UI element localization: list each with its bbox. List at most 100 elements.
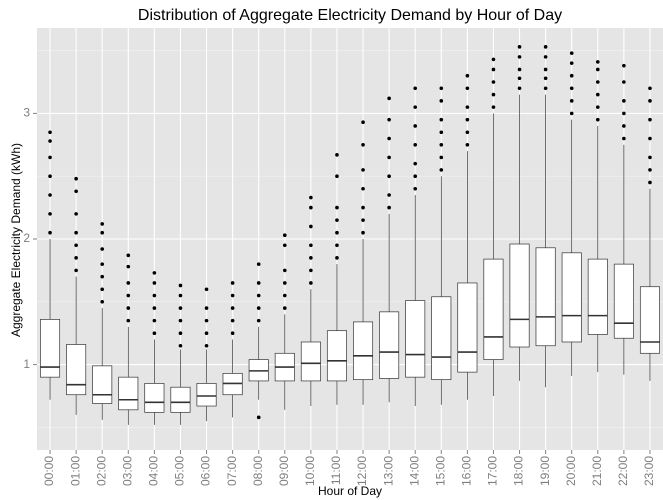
outlier <box>100 262 105 266</box>
outlier <box>439 86 444 91</box>
outlier <box>152 306 157 310</box>
outlier <box>335 153 339 157</box>
outlier <box>178 331 183 335</box>
outlier <box>569 86 574 91</box>
x-tick-label: 19:00 <box>538 456 552 486</box>
outlier <box>543 76 548 81</box>
outlier <box>100 274 105 279</box>
outlier <box>413 124 418 128</box>
outlier <box>309 281 313 285</box>
outlier <box>74 230 78 235</box>
outlier <box>622 63 626 68</box>
outlier <box>361 186 365 191</box>
outlier <box>413 161 418 166</box>
outlier <box>126 293 131 298</box>
outlier <box>126 253 131 258</box>
outlier <box>361 120 365 124</box>
outlier <box>48 193 52 197</box>
outlier <box>100 299 105 304</box>
box <box>353 321 374 381</box>
outlier <box>439 99 444 103</box>
outlier <box>648 86 652 91</box>
outlier <box>230 306 235 310</box>
outlier <box>517 67 522 72</box>
outlier <box>361 230 365 235</box>
outlier <box>387 193 391 197</box>
box <box>561 252 582 343</box>
outlier <box>309 268 313 273</box>
outlier <box>648 155 652 160</box>
outlier <box>622 111 626 116</box>
outlier <box>152 281 157 285</box>
outlier <box>491 80 496 84</box>
outlier <box>387 96 391 101</box>
box <box>92 365 113 404</box>
outlier <box>387 205 391 210</box>
outlier <box>413 86 418 91</box>
outlier <box>543 86 548 91</box>
x-tick-label: 04:00 <box>147 456 161 486</box>
outlier <box>439 155 444 160</box>
x-tick-label: 12:00 <box>355 456 369 486</box>
outlier <box>465 143 470 147</box>
outlier <box>413 186 418 191</box>
y-tick-label: 3 <box>23 106 30 120</box>
outlier <box>517 86 522 91</box>
box <box>639 286 660 354</box>
outlier <box>465 86 470 91</box>
box <box>118 376 139 411</box>
outlier <box>569 111 574 116</box>
outlier <box>100 230 105 235</box>
outlier <box>465 130 470 135</box>
box <box>144 383 165 413</box>
outlier <box>74 256 78 260</box>
y-tick-label: 2 <box>23 231 30 245</box>
outlier <box>282 293 287 298</box>
outlier <box>439 168 444 172</box>
chart-title: Distribution of Aggregate Electricity De… <box>138 7 562 24</box>
outlier <box>569 99 574 103</box>
outlier <box>543 45 548 49</box>
outlier <box>48 155 52 160</box>
y-tick-label: 1 <box>23 357 30 371</box>
outlier <box>309 224 313 229</box>
outlier <box>648 136 652 141</box>
outlier <box>230 281 235 285</box>
outlier <box>648 117 652 122</box>
outlier <box>256 318 261 323</box>
outlier <box>256 415 261 420</box>
x-tick-label: 05:00 <box>173 456 187 486</box>
outlier <box>48 212 52 216</box>
outlier <box>74 176 78 181</box>
outlier <box>622 80 626 84</box>
x-tick-label: 08:00 <box>251 456 265 486</box>
outlier <box>595 60 600 64</box>
outlier <box>569 61 574 65</box>
outlier <box>100 247 105 251</box>
outlier <box>648 168 652 172</box>
outlier <box>100 287 105 292</box>
x-tick-label: 16:00 <box>460 456 474 486</box>
outlier <box>413 143 418 147</box>
x-tick-label: 07:00 <box>225 456 239 486</box>
outlier <box>74 268 78 273</box>
box <box>535 247 556 347</box>
outlier <box>491 57 496 62</box>
x-tick-label: 00:00 <box>42 456 56 486</box>
outlier <box>256 306 261 310</box>
x-tick-label: 17:00 <box>486 456 500 486</box>
outlier <box>543 67 548 72</box>
box <box>170 386 191 413</box>
outlier <box>491 92 496 97</box>
outlier <box>595 67 600 72</box>
outlier <box>309 195 313 200</box>
outlier <box>335 218 339 222</box>
outlier <box>595 80 600 84</box>
outlier <box>152 293 157 298</box>
outlier <box>622 99 626 103</box>
outlier <box>282 243 287 248</box>
x-tick-label: 13:00 <box>381 456 395 486</box>
outlier <box>439 143 444 147</box>
outlier <box>491 67 496 72</box>
